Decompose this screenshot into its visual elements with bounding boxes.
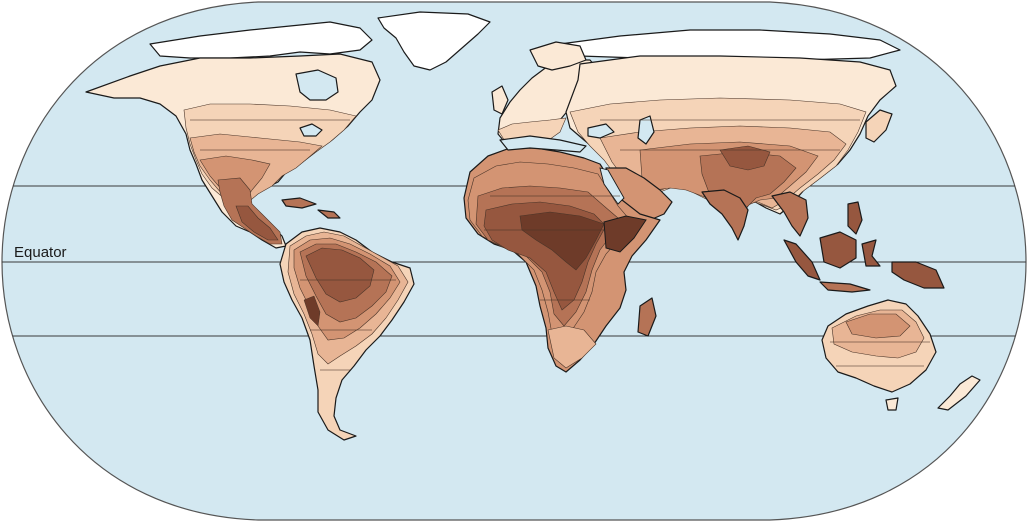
new-zealand — [937, 375, 981, 411]
australia-band-4 — [845, 313, 911, 339]
contour-lines — [190, 119, 930, 371]
indonesia — [783, 201, 945, 293]
caribbean-islands-2 — [317, 209, 341, 219]
red-sea — [599, 167, 625, 205]
equator-label: Equator — [14, 244, 67, 261]
sulawesi — [861, 239, 881, 267]
black-sea — [587, 123, 615, 139]
africa-band-7 — [519, 211, 605, 271]
africa — [463, 135, 661, 373]
tasmania — [885, 397, 899, 411]
asia-band-6 — [719, 145, 771, 171]
borneo — [819, 231, 857, 269]
north-america — [85, 53, 381, 249]
greenland — [377, 11, 491, 71]
japan — [865, 109, 893, 143]
mediterranean-sea — [499, 135, 587, 153]
horn-of-africa — [603, 215, 647, 253]
caribbean-islands — [281, 197, 317, 209]
australia — [821, 299, 981, 411]
java — [819, 281, 871, 293]
scandinavia — [529, 41, 587, 71]
hudson-bay — [295, 69, 339, 101]
india — [701, 189, 749, 241]
sumatra — [783, 239, 821, 281]
philippines — [847, 201, 863, 235]
southeast-asia — [771, 191, 809, 237]
south-america — [279, 227, 415, 441]
na-band-6 — [235, 205, 279, 241]
new-guinea — [891, 261, 945, 289]
madagascar — [637, 297, 657, 337]
africa-south-band-3 — [547, 325, 597, 369]
caspian-sea — [637, 115, 655, 145]
europe — [491, 41, 601, 149]
sa-band-7 — [303, 295, 321, 327]
british-isles — [491, 85, 509, 115]
sa-band-6 — [305, 247, 375, 303]
great-lakes — [299, 123, 323, 137]
